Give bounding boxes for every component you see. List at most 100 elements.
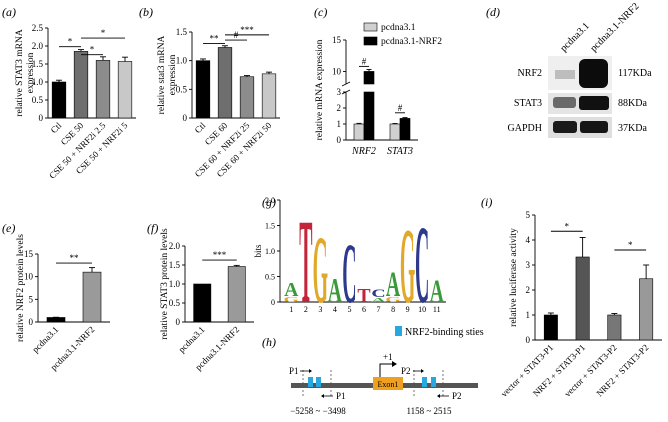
y-tick-label: 1.5 bbox=[265, 222, 275, 231]
legend-binding-site-label: NRF2-binding sties bbox=[405, 327, 484, 338]
y-tick-label: 0 bbox=[337, 135, 342, 145]
significance-label: * bbox=[101, 28, 106, 38]
panel-label-b: (b) bbox=[139, 5, 153, 19]
y-tick-label: 2 bbox=[337, 103, 342, 113]
y-tick-label: 3 bbox=[337, 87, 342, 97]
y-tick-label: 2.0 bbox=[265, 196, 275, 205]
logo-letter: A bbox=[371, 297, 386, 304]
y-axis-label: relative mRNA expression bbox=[315, 39, 325, 140]
y-tick-label: 0 bbox=[176, 317, 181, 327]
y-tick-label: 0.5 bbox=[32, 95, 44, 105]
panel-label-h: (h) bbox=[262, 335, 276, 349]
y-tick-label: 0 bbox=[39, 113, 44, 123]
logo-letter: G bbox=[400, 206, 415, 326]
panel-label-c: (c) bbox=[314, 5, 327, 19]
bar bbox=[261, 73, 277, 119]
bar bbox=[95, 60, 111, 119]
legend-label: pcdna3.1 bbox=[381, 23, 416, 33]
y-tick-label: 1.5 bbox=[176, 27, 188, 37]
y-axis-label: relative NRF2 protein levels bbox=[16, 234, 26, 342]
bar bbox=[82, 271, 102, 323]
y-tick-label: 5 bbox=[526, 210, 531, 220]
position-label: 4 bbox=[333, 305, 337, 314]
y-tick-label: 4 bbox=[526, 235, 531, 245]
position-label: 6 bbox=[362, 305, 366, 314]
legend-swatch bbox=[363, 22, 378, 32]
y-axis-label: expression bbox=[26, 52, 36, 93]
tss-label: +1 bbox=[383, 352, 393, 362]
y-tick-label: 1.0 bbox=[32, 77, 44, 87]
bar bbox=[389, 123, 401, 141]
logo-letter: G bbox=[284, 296, 300, 304]
logo-letter: G bbox=[313, 217, 328, 324]
position-label: 11 bbox=[433, 305, 441, 314]
logo-letter: C bbox=[415, 205, 429, 328]
primer-p2-reverse-label: P2 bbox=[452, 391, 462, 401]
binding-site bbox=[316, 377, 321, 387]
panel-label-i: (i) bbox=[481, 195, 492, 209]
y-tick-label: 0 bbox=[526, 335, 531, 345]
significance-label: ** bbox=[70, 253, 80, 263]
y-axis-label: relative luciferase activity bbox=[508, 228, 519, 327]
y-tick-label: 10 bbox=[332, 66, 342, 76]
blot-size-nrf2: 117KDa bbox=[618, 68, 652, 79]
bar bbox=[51, 81, 67, 119]
range-right-label: 1158 ~ 2515 bbox=[406, 406, 452, 416]
y-tick-label: 3 bbox=[526, 260, 531, 270]
exon1-label: Exon1 bbox=[378, 380, 399, 389]
bar bbox=[363, 71, 375, 85]
bar bbox=[543, 314, 558, 341]
position-label: 9 bbox=[406, 305, 410, 314]
significance-label: * bbox=[565, 221, 570, 231]
y-tick-label: 2.5 bbox=[32, 23, 44, 33]
x-tick-label: Ctl bbox=[193, 120, 208, 135]
position-label: 1 bbox=[289, 305, 293, 314]
primer-p1-reverse-label: P1 bbox=[336, 391, 346, 401]
position-label: 10 bbox=[418, 305, 426, 314]
bar bbox=[575, 256, 590, 341]
y-axis-label: expression bbox=[168, 54, 178, 95]
position-label: 3 bbox=[318, 305, 322, 314]
blot-protein-gapdh: GAPDH bbox=[508, 123, 542, 134]
y-axis-label: relative stat3 mRNA bbox=[157, 36, 167, 115]
binding-site bbox=[422, 377, 427, 387]
y-tick-label: 1.5 bbox=[32, 59, 44, 69]
bar bbox=[46, 317, 66, 323]
y-tick-label: 0.5 bbox=[176, 84, 188, 94]
y-axis-label: relative STAT3 mRNA bbox=[15, 29, 25, 117]
y-axis-label: relative STAT3 protein levels bbox=[160, 228, 170, 340]
y-tick-label: 0.5 bbox=[169, 298, 181, 308]
bar bbox=[353, 123, 365, 141]
legend-swatch bbox=[363, 36, 378, 46]
legend-label: pcdna3.1-NRF2 bbox=[381, 37, 442, 47]
blot-size-stat3: 88KDa bbox=[618, 98, 647, 109]
bar bbox=[217, 47, 233, 119]
bar bbox=[363, 91, 375, 141]
bar bbox=[193, 283, 212, 323]
significance-label: * bbox=[90, 45, 95, 55]
bar bbox=[117, 61, 133, 119]
tss-arrow bbox=[379, 363, 392, 380]
x-tick-label: Ctl bbox=[49, 120, 64, 135]
logo-letter: C bbox=[371, 287, 385, 300]
significance-label: *** bbox=[240, 25, 254, 35]
x-tick-label: NRF2 bbox=[351, 146, 376, 157]
logo-letter: A bbox=[430, 273, 445, 309]
gene-map-panel: NRF2-binding sties P1 P1 P2 P2 +1 Exon1 … bbox=[289, 326, 484, 416]
bar bbox=[607, 314, 622, 341]
significance-label: # bbox=[398, 103, 403, 113]
y-tick-label: 0 bbox=[271, 298, 275, 307]
blot-row-gapdh: GAPDH 37KDa bbox=[508, 117, 647, 138]
position-label: 2 bbox=[304, 305, 308, 314]
panel-label-f: (f) bbox=[147, 221, 158, 235]
panel-label-a: (a) bbox=[2, 5, 16, 19]
y-tick-label: 2.0 bbox=[169, 241, 181, 251]
logo-letter: T bbox=[299, 195, 312, 329]
significance-label: * bbox=[68, 37, 73, 47]
exon1-box bbox=[373, 377, 403, 390]
logo-letter: G bbox=[385, 296, 401, 304]
y-axis-label: bits bbox=[253, 244, 263, 258]
